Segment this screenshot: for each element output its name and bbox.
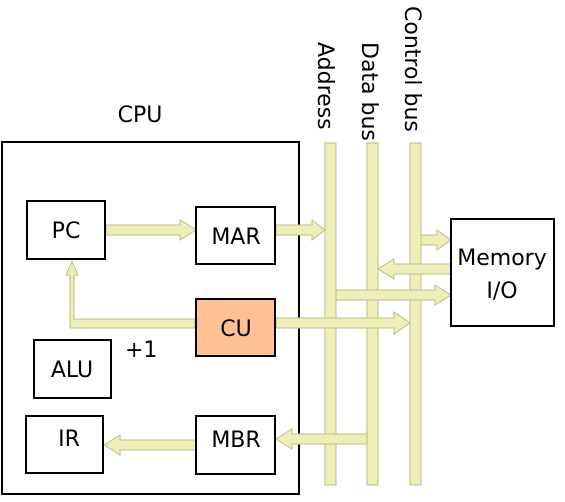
cu-box [195, 298, 276, 357]
address-bus-label: Address [312, 42, 337, 130]
cpu-label: CPU [118, 103, 163, 128]
cu-to-control-arrow [275, 311, 411, 335]
alu-label: ALU [51, 358, 93, 383]
control-bus-line [409, 142, 422, 486]
address-bus-line [324, 142, 337, 486]
mbr-box [195, 415, 276, 475]
pc-box [26, 200, 106, 260]
mbr-to-ir-arrow [103, 434, 197, 456]
cu-label: CU [220, 317, 251, 342]
cu-to-pc-arrow [65, 259, 196, 329]
memory-io-box [450, 218, 555, 327]
data-to-mbr-arrow [275, 428, 368, 450]
alu-box [33, 339, 112, 399]
pc-to-mar-arrow [105, 219, 197, 241]
io-label: I/O [486, 279, 517, 304]
ir-label: IR [58, 427, 80, 452]
memory-label: Memory [457, 246, 546, 271]
mbr-label: MBR [211, 428, 260, 453]
mar-box [195, 206, 276, 265]
mar-to-address-arrow [275, 218, 326, 242]
memory-to-data-arrow [377, 258, 452, 280]
data-bus-label: Data bus [356, 42, 381, 141]
pc-label: PC [52, 219, 81, 244]
ir-box [25, 415, 104, 474]
mar-label: MAR [211, 225, 260, 250]
address-to-memory-arrow [335, 284, 452, 306]
plus-one-label: +1 [125, 338, 157, 363]
control-bus-label: Control bus [399, 6, 424, 132]
control-to-memory-arrow [420, 229, 452, 251]
data-bus-line [366, 142, 379, 486]
